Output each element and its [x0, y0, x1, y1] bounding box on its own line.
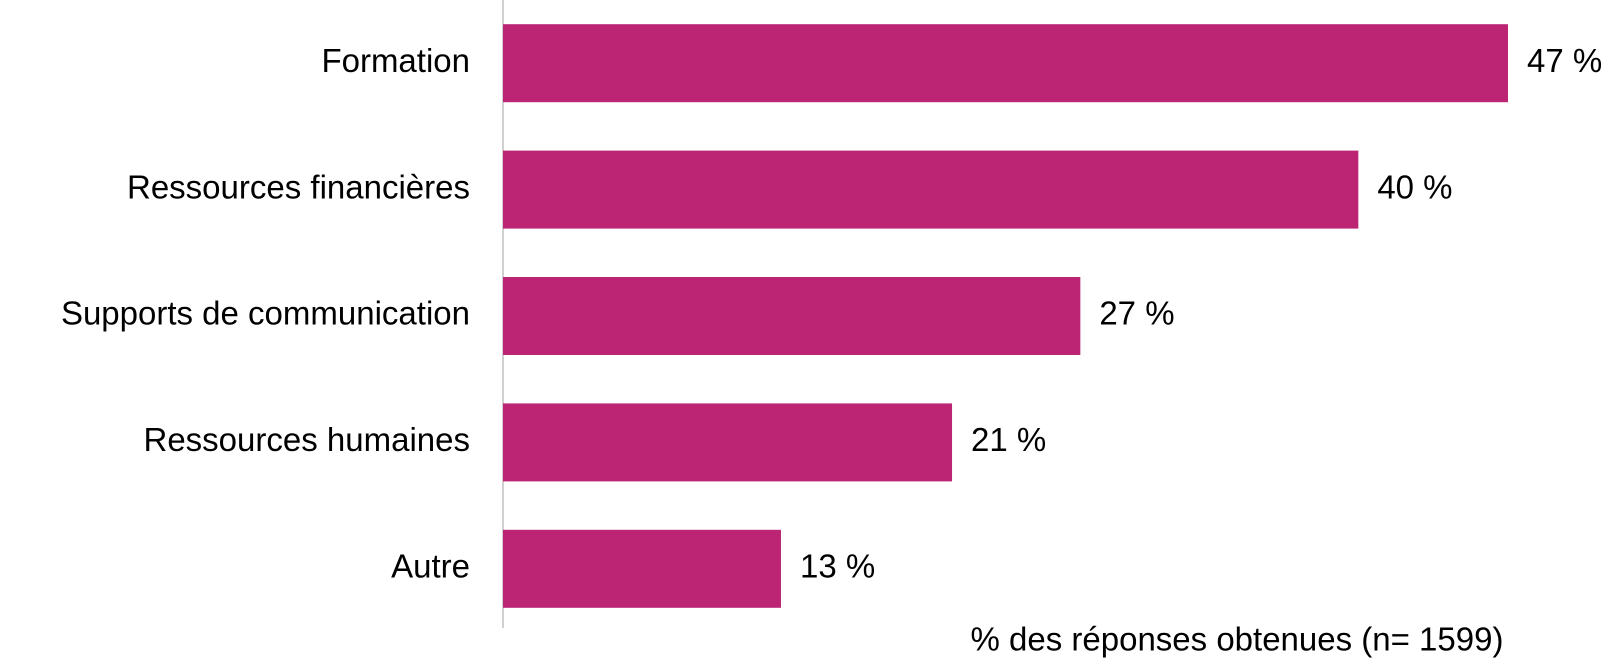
value-label: 40 % — [1377, 168, 1452, 205]
value-label: 21 % — [971, 421, 1046, 458]
bar — [503, 529, 781, 608]
value-label: 27 % — [1099, 295, 1174, 332]
category-label: Supports de communication — [61, 295, 470, 332]
category-label: Autre — [391, 548, 470, 585]
category-label: Ressources financières — [127, 168, 470, 205]
bar — [503, 150, 1359, 229]
bar — [503, 277, 1081, 355]
category-label: Ressources humaines — [144, 421, 471, 458]
bar — [503, 403, 953, 482]
bar — [503, 24, 1508, 103]
value-label: 13 % — [800, 548, 875, 585]
value-label: 47 % — [1527, 42, 1602, 79]
x-axis-title: % des réponses obtenues (n= 1599) — [971, 621, 1504, 658]
category-label: Formation — [321, 42, 470, 79]
